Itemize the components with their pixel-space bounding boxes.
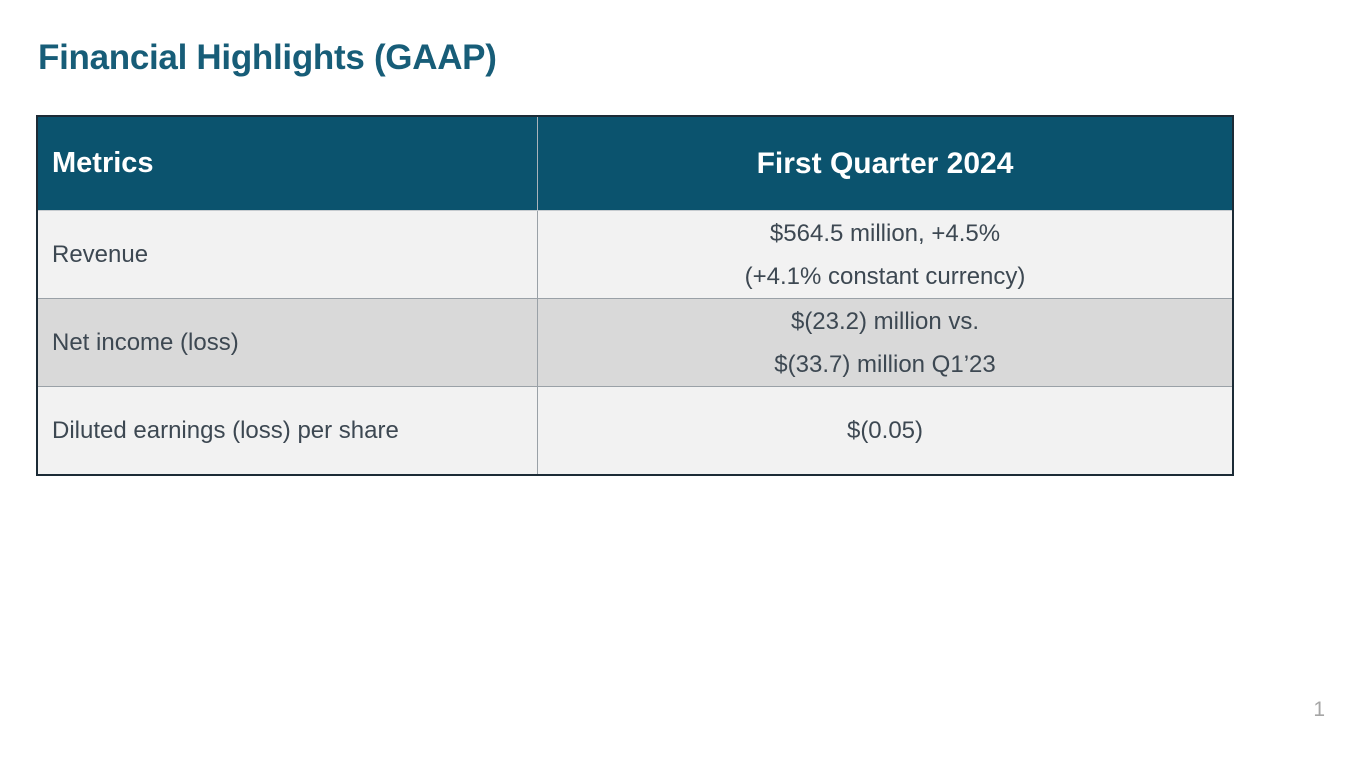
- table-row-revenue: Revenue $564.5 million, +4.5% (+4.1% con…: [38, 210, 1232, 298]
- table-header-metrics: Metrics: [38, 117, 538, 210]
- metric-value-revenue: $564.5 million, +4.5% (+4.1% constant cu…: [538, 211, 1232, 298]
- financial-highlights-table: Metrics First Quarter 2024 Revenue $564.…: [36, 115, 1234, 476]
- table-row-diluted-eps: Diluted earnings (loss) per share $(0.05…: [38, 386, 1232, 474]
- value-line: $(33.7) million Q1’23: [774, 350, 996, 378]
- table-row-net-income: Net income (loss) $(23.2) million vs. $(…: [38, 298, 1232, 386]
- page-number: 1: [1313, 698, 1325, 721]
- table-header-row: Metrics First Quarter 2024: [38, 117, 1232, 210]
- metric-value-diluted-eps: $(0.05): [538, 387, 1232, 474]
- metric-label-net-income: Net income (loss): [38, 299, 538, 386]
- slide-title: Financial Highlights (GAAP): [38, 38, 497, 77]
- value-line: $(0.05): [846, 417, 924, 444]
- table-header-first-quarter-2024: First Quarter 2024: [756, 146, 1014, 180]
- value-line: $(23.2) million vs.: [790, 307, 980, 335]
- value-line: (+4.1% constant currency): [744, 262, 1026, 290]
- metric-label-diluted-eps: Diluted earnings (loss) per share: [38, 387, 538, 474]
- value-line: $564.5 million, +4.5%: [769, 219, 1001, 247]
- metric-value-net-income: $(23.2) million vs. $(33.7) million Q1’2…: [538, 299, 1232, 386]
- metric-label-revenue: Revenue: [38, 211, 538, 298]
